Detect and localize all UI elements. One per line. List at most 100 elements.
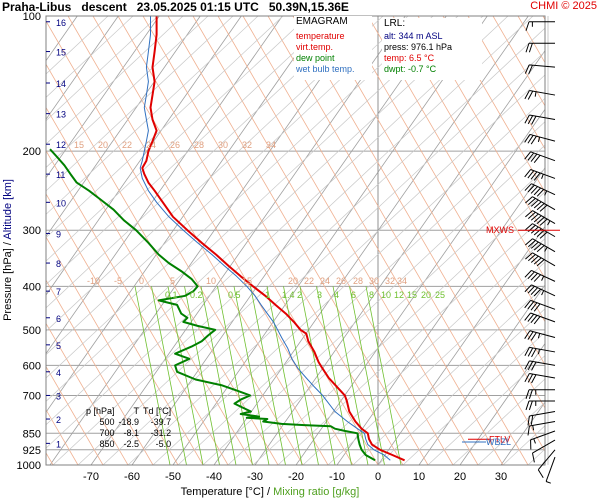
wind-barb-feather: [527, 135, 534, 144]
wind-barb-feather: [527, 152, 535, 161]
mixing-ratio-label-upper: 28: [194, 140, 204, 150]
wind-barb-feather: [530, 241, 539, 249]
moist-adiabat-line: [46, 16, 259, 215]
dry-adiabat-line: [492, 16, 545, 107]
wind-barb-feather: [527, 271, 535, 280]
wind-barb-feather: [527, 313, 535, 322]
table-header-row: p [hPa] T Td [°C]: [86, 406, 175, 417]
wind-barb-feather: [525, 210, 533, 218]
mixing-ratio-line: [151, 286, 187, 465]
wind-barb-staff: [529, 64, 556, 68]
wind-barb-half-feather: [544, 246, 548, 252]
temperature-tick-label: 30: [495, 471, 507, 483]
wind-barb-feather: [536, 230, 545, 238]
wind-barb-feather: [527, 254, 536, 262]
wind-barb-staff: [530, 151, 556, 162]
wind-barb-feather: [525, 196, 533, 204]
wind-barb-staff: [537, 449, 556, 471]
moist-adiabat-line: [352, 284, 545, 465]
temperature-tick-label: -40: [206, 471, 222, 483]
legend-item: temperature: [296, 31, 345, 41]
isotherm-line: [336, 167, 545, 465]
moist-adiabat-line: [102, 51, 545, 465]
wind-barb-feather: [536, 203, 545, 211]
moist-adiabat-line: [277, 214, 545, 465]
pressure-tick-label: 300: [23, 225, 41, 237]
wind-barb: [524, 346, 556, 358]
wind-barb-feather: [525, 400, 530, 411]
wind-barb-feather: [524, 64, 530, 74]
dry-adiabat-line: [342, 16, 545, 366]
dry-adiabat-line: [442, 16, 545, 193]
wind-barb-feather: [524, 284, 532, 293]
wind-barb-feather: [530, 302, 538, 311]
mixing-ratio-label-lower: 6: [351, 290, 356, 300]
pressure-tick-label: 925: [23, 445, 41, 457]
wind-barb-feather: [530, 255, 539, 263]
wind-barb-staff: [529, 420, 556, 427]
isotherm-line: [213, 16, 529, 465]
dry-adiabat-line: [92, 16, 354, 465]
table-row: 500 -18.9 -39.7: [86, 417, 175, 428]
isotherm-line: [46, 16, 160, 179]
pressure-tick-label: 200: [23, 146, 41, 158]
mixing-ratio-label-lower: 0.1: [165, 290, 178, 300]
wind-barb-feather: [524, 90, 530, 100]
wbzl-label: WBZL: [486, 437, 511, 447]
wind-barb-feather: [528, 43, 533, 53]
temperature-tick-label: -70: [83, 471, 99, 483]
wind-barb-half-feather: [541, 173, 544, 180]
dry-adiabat-line: [467, 16, 545, 150]
altitude-tick-label: 7: [56, 287, 61, 297]
table-cell: -31.2: [150, 428, 172, 438]
wind-barb-feather: [533, 303, 541, 312]
wind-barb: [524, 330, 556, 341]
wind-barb-feather: [527, 425, 530, 436]
altitude-tick-label: 1: [56, 439, 61, 449]
mxws-label: MXWS: [486, 225, 514, 235]
wind-barb-staff: [531, 269, 556, 282]
y-axis-label-altitude: Altitude [km]: [2, 179, 14, 240]
altitude-tick-label: 5: [56, 341, 61, 351]
header-coords: 50.39N,15.36E: [268, 0, 349, 14]
mixing-ratio-label-upper: 24: [146, 140, 156, 150]
copyright: CHMI © 2025: [530, 0, 597, 12]
wind-barb-feather: [536, 259, 545, 267]
legend-title: EMAGRAM: [296, 16, 348, 27]
wind-barb: [524, 360, 556, 371]
table-row: 850 -2.5 -5.0: [86, 439, 175, 450]
table-cell: -39.7: [150, 417, 172, 427]
lrl-title: LRL:: [384, 18, 406, 29]
mixing-ratio-label-mid: -5: [114, 276, 122, 286]
moist-adiabat-line: [202, 144, 545, 465]
isotherm-line: [459, 342, 545, 465]
moist-adiabat-line: [46, 16, 359, 309]
wind-barb-feather: [524, 270, 532, 278]
wind-barb-half-feather: [541, 275, 545, 281]
wind-barb-feather: [530, 213, 539, 221]
wind-barb: [525, 21, 555, 31]
wind-barb-feather: [530, 153, 538, 162]
wind-barb-feather: [531, 115, 537, 125]
moist-adiabat-line: [46, 16, 509, 449]
moist-adiabat-line: [46, 16, 284, 239]
wind-barb-half-feather: [533, 438, 536, 444]
wind-barb: [527, 410, 556, 426]
pressure-tick-label: 500: [23, 325, 41, 337]
wind-barb: [524, 183, 556, 197]
dry-adiabat-line: [142, 16, 404, 465]
isotherm-line: [541, 460, 545, 465]
altitude-tick-label: 12: [56, 140, 66, 150]
dry-adiabat-line: [46, 322, 129, 465]
wind-barb-feather: [531, 452, 535, 463]
mixing-ratio-label-lower: 0.2: [190, 290, 203, 300]
mixing-ratio-label-lower: 25: [435, 290, 445, 300]
wind-barb: [524, 372, 556, 384]
header-datetime: 23.05.2025 01:15 UTC: [136, 0, 259, 14]
mixing-ratio-layer: [134, 286, 402, 465]
wind-barb-feather: [527, 331, 534, 340]
wind-barb-feather: [527, 373, 534, 383]
mixing-ratio-line: [349, 286, 385, 465]
wind-barb-feather: [525, 223, 533, 231]
mixing-ratio-label-mid: 32: [385, 276, 395, 286]
